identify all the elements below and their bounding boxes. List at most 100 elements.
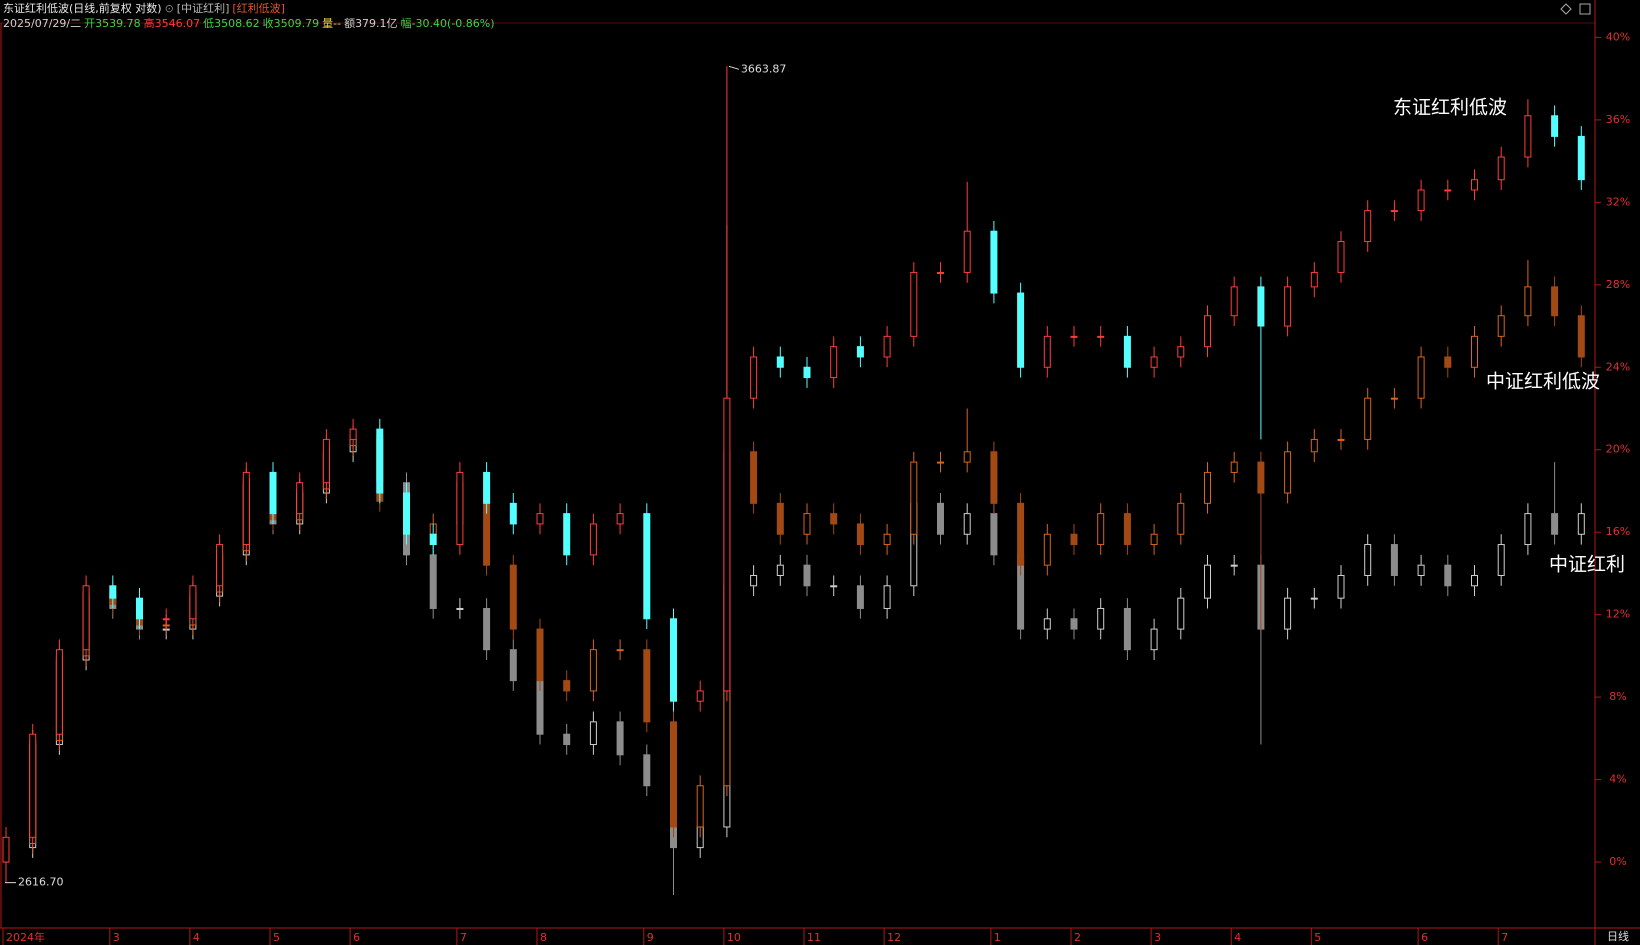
y-tick-label: 20% <box>1606 443 1630 456</box>
candle-body <box>1577 135 1585 181</box>
candle-body <box>1310 597 1318 600</box>
candle-body <box>723 397 731 692</box>
candle-body <box>216 544 224 587</box>
x-tick-label: 6 <box>1421 931 1428 944</box>
candle-body <box>82 585 90 651</box>
candle-body <box>1524 115 1532 158</box>
x-tick-label: 9 <box>647 931 654 944</box>
x-tick-label: 11 <box>807 931 821 944</box>
candle-body <box>1390 397 1398 400</box>
candle-body <box>483 607 491 651</box>
x-tick-label: 4 <box>193 931 200 944</box>
icon-window[interactable] <box>1579 3 1591 15</box>
candle-body <box>1204 564 1211 599</box>
candle-body <box>1097 513 1105 546</box>
y-tick-label: 12% <box>1606 608 1630 621</box>
candle-body <box>1017 502 1025 566</box>
candle-body <box>536 513 544 525</box>
candle-body <box>1150 628 1158 651</box>
title-row: 东证红利低波(日线,前复权 对数) ⊙ [中证红利] [红利低波] <box>3 1 498 16</box>
candle-body <box>963 230 971 273</box>
candle-body <box>1551 115 1559 137</box>
candle-body <box>963 451 971 463</box>
candle-body <box>750 574 758 587</box>
candle-body <box>269 471 277 515</box>
candle-body <box>456 607 464 610</box>
x-tick-label: 7 <box>460 931 467 944</box>
y-tick-label: 8% <box>1609 690 1626 703</box>
x-tick-label: 3 <box>113 931 120 944</box>
quote-label: 高 <box>143 17 155 30</box>
candle-body <box>1310 271 1318 288</box>
x-tick-label: 12 <box>887 931 901 944</box>
quote-label: 低 <box>203 17 215 30</box>
candle-body <box>1230 461 1238 473</box>
x-tick-label: 2 <box>1074 931 1081 944</box>
candle-body <box>910 271 918 337</box>
candle-body <box>1284 286 1292 327</box>
candle-body <box>1177 346 1185 358</box>
candle-body <box>616 513 624 525</box>
candle-body <box>856 346 864 358</box>
candle-body <box>536 628 544 682</box>
candle-body <box>830 513 838 525</box>
candle-body <box>1123 513 1131 546</box>
quote-item: 额379.1亿 <box>344 17 398 30</box>
candle-body <box>1577 315 1585 358</box>
candle-body <box>1177 597 1185 630</box>
y-tick-label: 28% <box>1606 278 1630 291</box>
quote-item: 收3509.79 <box>263 17 320 30</box>
candle-body <box>109 585 117 599</box>
candle-body <box>963 513 971 535</box>
candle-body <box>803 564 811 587</box>
period-label: 日线 <box>1607 929 1629 943</box>
icon[interactable]: ⊙ <box>164 2 174 15</box>
candle-body <box>696 785 704 828</box>
candle-body <box>1390 210 1398 213</box>
candle-body <box>750 451 758 504</box>
candle-body <box>1177 502 1185 535</box>
candle-body <box>830 346 838 379</box>
candle-body <box>1497 156 1505 181</box>
quote-item: 幅-30.40(-0.86%) <box>401 17 495 30</box>
candle-body <box>1097 335 1105 338</box>
candle-body <box>670 618 677 702</box>
candle-body <box>456 471 464 546</box>
y-tick-label: 4% <box>1609 773 1626 786</box>
candle-body <box>937 461 944 464</box>
candle-body <box>1364 544 1372 576</box>
candle-body <box>1150 356 1158 368</box>
candle-body <box>643 649 651 723</box>
candle-body <box>1390 544 1398 576</box>
x-tick-label: 10 <box>727 931 741 944</box>
quote-label: 收 <box>262 17 274 30</box>
x-tick-label: 5 <box>273 931 280 944</box>
candle-body <box>1524 513 1532 546</box>
candle-body <box>643 513 651 620</box>
min-label: 2616.70 <box>18 876 64 889</box>
compare[interactable]: [中证红利] <box>176 2 230 15</box>
compare[interactable]: [红利低波] <box>232 2 285 15</box>
candle-body <box>776 564 784 576</box>
candle-body <box>136 597 143 620</box>
max-arrow <box>728 65 740 70</box>
candle-body <box>1150 533 1158 546</box>
quote-value: 3509.79 <box>273 17 320 30</box>
quote-item: 量-- <box>322 17 341 30</box>
candle-body <box>2 836 10 863</box>
candle-body <box>1204 315 1211 348</box>
candle-body <box>1257 286 1265 327</box>
candle-body <box>1364 210 1372 243</box>
candle-body <box>1444 189 1452 192</box>
candle-body <box>29 733 37 838</box>
quote-row: 2025/07/29/二 开3539.78 高3546.07 低3508.62 收350… <box>3 16 498 31</box>
y-tick-label: 0% <box>1609 855 1626 868</box>
candle-body <box>990 451 998 504</box>
candle-body <box>1070 335 1078 338</box>
icon-diamond[interactable] <box>1560 3 1572 15</box>
candle-body <box>1364 397 1372 440</box>
candle-body <box>1497 315 1505 337</box>
candle-body <box>856 585 864 609</box>
candle-body <box>750 356 758 399</box>
